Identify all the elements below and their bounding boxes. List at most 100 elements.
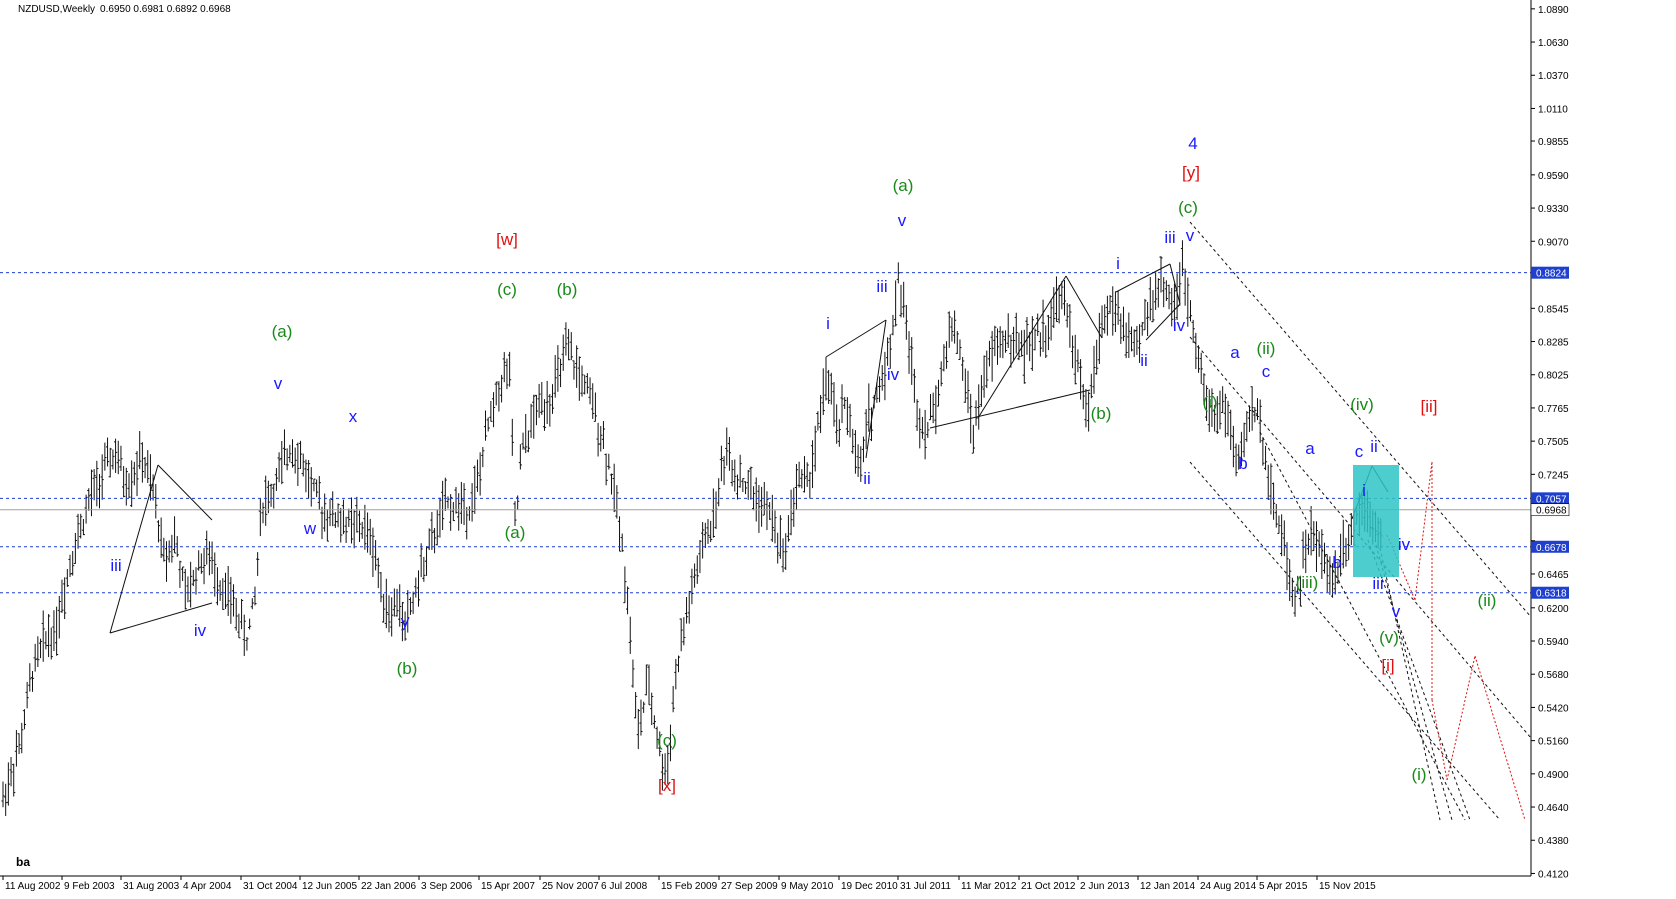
wave-label: x bbox=[349, 407, 358, 426]
y-tick-label: 0.9590 bbox=[1538, 171, 1569, 182]
y-tick-label: 1.0370 bbox=[1538, 71, 1569, 82]
pattern-line bbox=[109, 464, 159, 634]
wave-label: [i] bbox=[1381, 656, 1394, 675]
wave-label: (c) bbox=[497, 280, 517, 299]
x-tick-label: 2 Jun 2013 bbox=[1080, 881, 1130, 892]
level-label: 0.6318 bbox=[1536, 589, 1567, 600]
y-tick-label: 1.0630 bbox=[1538, 38, 1569, 49]
channel-lines bbox=[109, 221, 1532, 821]
x-tick-label: 19 Dec 2010 bbox=[841, 881, 898, 892]
wave-label: iv bbox=[194, 621, 207, 640]
price-bars bbox=[1, 240, 1383, 816]
y-tick-label: 0.7765 bbox=[1538, 404, 1569, 415]
level-label-box bbox=[1531, 266, 1569, 279]
y-tick-label: 0.4120 bbox=[1538, 869, 1569, 880]
y-tick-label: 0.9070 bbox=[1538, 237, 1569, 248]
wave-label: [ii] bbox=[1421, 397, 1438, 416]
wave-label: (ii) bbox=[1478, 591, 1497, 610]
projection-line bbox=[1431, 699, 1448, 781]
pattern-line bbox=[1115, 263, 1171, 293]
wave-label: [x] bbox=[658, 776, 676, 795]
x-tick-label: 22 Jan 2006 bbox=[361, 881, 416, 892]
channel-line bbox=[1259, 431, 1466, 821]
wave-label: ii bbox=[1370, 437, 1378, 456]
channel-line bbox=[1189, 221, 1532, 618]
chart-header: NZDUSD,Weekly 0.6950 0.6981 0.6892 0.6968 bbox=[18, 4, 231, 15]
plot-area bbox=[0, 0, 1531, 876]
x-tick-label: 12 Jun 2005 bbox=[302, 881, 357, 892]
pattern-line bbox=[157, 464, 213, 521]
level-lines bbox=[0, 272, 1531, 594]
x-tick-label: 31 Jul 2011 bbox=[900, 881, 951, 892]
level-label: 0.8824 bbox=[1536, 269, 1567, 280]
y-tick-label: 0.8545 bbox=[1538, 304, 1569, 315]
y-tick-label: 0.4380 bbox=[1538, 836, 1569, 847]
pattern-line bbox=[109, 602, 213, 634]
projection-line bbox=[1414, 461, 1433, 601]
wave-label: iv bbox=[1398, 535, 1411, 554]
pattern-line bbox=[929, 389, 1091, 429]
y-tick-label: 0.8285 bbox=[1538, 338, 1569, 349]
y-tick-label: 1.0110 bbox=[1538, 104, 1568, 115]
x-tick-label: 21 Oct 2012 bbox=[1021, 881, 1076, 892]
wave-label: 4 bbox=[1188, 134, 1197, 153]
x-tick-label: 9 May 2010 bbox=[781, 881, 834, 892]
ohlc-label: 0.6950 0.6981 0.6892 0.6968 bbox=[100, 4, 231, 15]
wave-label: iii bbox=[1372, 574, 1383, 593]
x-tick-label: 15 Nov 2015 bbox=[1319, 881, 1376, 892]
wave-label: (b) bbox=[397, 659, 418, 678]
x-tick-label: 31 Aug 2003 bbox=[123, 881, 180, 892]
wave-label: ii bbox=[1140, 351, 1148, 370]
wave-label: b bbox=[1238, 454, 1247, 473]
wave-label: ii bbox=[863, 469, 871, 488]
wave-label: [w] bbox=[496, 230, 518, 249]
wave-label: iv bbox=[1173, 316, 1186, 335]
wave-label: c bbox=[1355, 442, 1364, 461]
wave-label: i bbox=[826, 314, 830, 333]
y-tick-label: 0.5680 bbox=[1538, 670, 1569, 681]
wave-label: a bbox=[1230, 343, 1240, 362]
pattern-line bbox=[825, 319, 887, 358]
x-tick-label: 15 Feb 2009 bbox=[661, 881, 718, 892]
x-tick-label: 25 Nov 2007 bbox=[542, 881, 599, 892]
wave-label: (c) bbox=[1178, 198, 1198, 217]
pattern-line bbox=[1065, 275, 1103, 339]
watermark: ba bbox=[16, 855, 30, 869]
channel-line bbox=[1189, 336, 1532, 739]
wave-label: (iv) bbox=[1350, 395, 1374, 414]
y-tick-label: 0.7245 bbox=[1538, 470, 1569, 481]
y-tick-label: 0.9855 bbox=[1538, 137, 1569, 148]
level-label: 0.6678 bbox=[1536, 543, 1567, 554]
x-tick-label: 5 Apr 2015 bbox=[1259, 881, 1308, 892]
wave-label: v bbox=[898, 211, 907, 230]
pattern-line bbox=[977, 275, 1067, 419]
channel-line bbox=[1189, 461, 1501, 821]
symbol-label: NZDUSD,Weekly bbox=[18, 4, 95, 15]
wave-label: v bbox=[1186, 226, 1195, 245]
wave-label: iii bbox=[1164, 228, 1175, 247]
wave-label: a bbox=[1305, 439, 1315, 458]
y-tick-label: 0.8025 bbox=[1538, 371, 1569, 382]
projection-line bbox=[1446, 655, 1476, 781]
level-label-box bbox=[1531, 540, 1569, 553]
y-tick-label: 0.5420 bbox=[1538, 703, 1569, 714]
y-tick-label: 1.0890 bbox=[1538, 5, 1569, 16]
wave-labels: iiiiv(a)vwxy(b)[w](c)(a)(b)(c)[x]iiiiiii… bbox=[110, 134, 1496, 795]
wave-label: (v) bbox=[1379, 628, 1399, 647]
pattern-line bbox=[1145, 303, 1181, 341]
channel-line bbox=[1367, 539, 1471, 821]
current-price-label: 0.6968 bbox=[1536, 506, 1567, 517]
wave-label: (b) bbox=[557, 280, 578, 299]
wave-label: (i) bbox=[1411, 765, 1426, 784]
wave-label: i bbox=[1116, 254, 1120, 273]
y-tick-label: 0.4900 bbox=[1538, 770, 1569, 781]
x-tick-label: 11 Mar 2012 bbox=[961, 881, 1017, 892]
time-axis: 11 Aug 2002 9 Feb 2003 31 Aug 2003 4 Apr 20… bbox=[2, 876, 1376, 892]
x-tick-label: 9 Feb 2003 bbox=[64, 881, 115, 892]
x-tick-label: 4 Apr 2004 bbox=[183, 881, 232, 892]
wave-label: iv bbox=[887, 365, 900, 384]
level-label: 0.7057 bbox=[1536, 494, 1567, 505]
